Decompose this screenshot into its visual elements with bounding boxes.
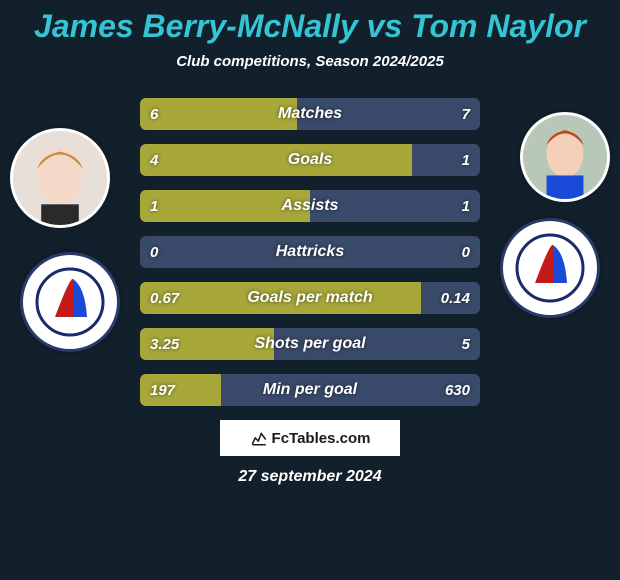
stat-row: Matches67 (140, 98, 480, 130)
branding-text: FcTables.com (272, 430, 371, 447)
date-text: 27 september 2024 (0, 468, 620, 486)
stat-bar-p2 (310, 236, 480, 268)
branding-badge: FcTables.com (220, 420, 400, 456)
player2-avatar (520, 112, 610, 202)
stat-row: Min per goal197630 (140, 374, 480, 406)
stat-bar-p1 (140, 98, 297, 130)
stat-bar-p1 (140, 328, 274, 360)
stat-bar-p2 (310, 190, 480, 222)
stat-bar-p2 (274, 328, 480, 360)
stat-bar-p1 (140, 282, 421, 314)
stat-row: Goals per match0.670.14 (140, 282, 480, 314)
infographic-container: James Berry-McNally vs Tom Naylor Club c… (0, 0, 620, 580)
stat-bar-p1 (140, 374, 221, 406)
stat-bar-p2 (412, 144, 480, 176)
stat-row: Goals41 (140, 144, 480, 176)
player1-avatar (10, 128, 110, 228)
player1-face-icon (13, 131, 107, 225)
stats-bars: Matches67 Goals41 Assists11 Hattricks00 Goal… (140, 98, 480, 406)
page-title: James Berry-McNally vs Tom Naylor (0, 8, 620, 45)
stat-bar-p2 (297, 98, 480, 130)
player1-club-crest (20, 252, 120, 352)
stat-bar-p2 (221, 374, 480, 406)
stat-bar-p1 (140, 236, 310, 268)
player2-club-crest (500, 218, 600, 318)
player2-face-icon (523, 115, 607, 199)
stat-bar-p1 (140, 144, 412, 176)
stat-row: Assists11 (140, 190, 480, 222)
stat-bar-p1 (140, 190, 310, 222)
subtitle: Club competitions, Season 2024/2025 (0, 53, 620, 70)
stat-row: Hattricks00 (140, 236, 480, 268)
chart-icon (250, 429, 268, 447)
crest-icon (515, 233, 585, 303)
stat-bar-p2 (421, 282, 480, 314)
stat-row: Shots per goal3.255 (140, 328, 480, 360)
crest-icon (35, 267, 105, 337)
